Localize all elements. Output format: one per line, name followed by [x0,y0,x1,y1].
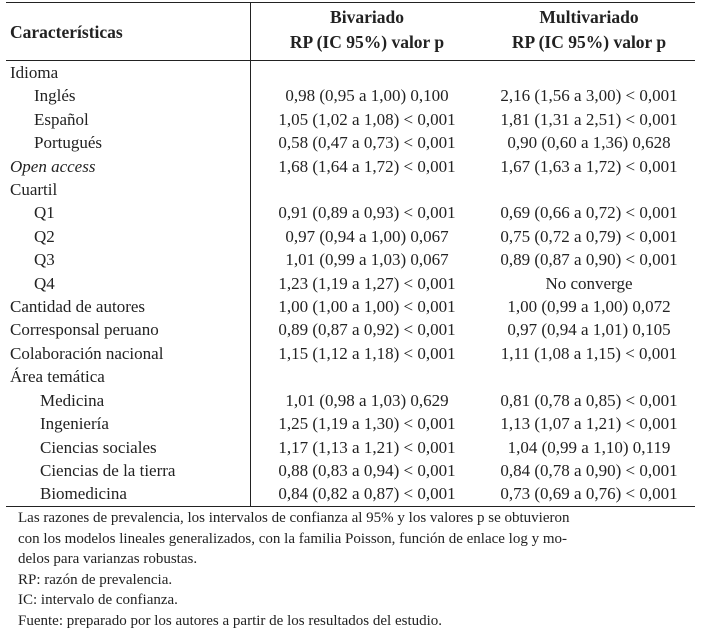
bivariate-value: 1,00 (1,00 a 1,00) < 0,001 [278,297,456,317]
bivariate-value: 1,01 (0,99 a 1,03) 0,067 [285,250,449,270]
multivariate-value: 1,81 (1,31 a 2,51) < 0,001 [500,109,678,129]
multivariate-value [483,365,695,388]
table-row: Q3 1,01 (0,99 a 1,03) 0,067 0,89 (0,87 a 0… [6,248,695,272]
table-row: Inglés 0,98 (0,95 a 1,00) 0,100 2,16 (1,56… [6,84,695,108]
bivariate-value: 1,25 (1,19 a 1,30) < 0,001 [278,414,456,434]
multivariate-value: 1,04 (0,99 a 1,10) 0,119 [507,437,671,457]
note-line-3: delos para varianzas robustas. [18,551,198,568]
table-row: Portugués 0,58 (0,47 a 0,73) < 0,001 0,90 … [6,131,695,155]
bivariate-value: 1,23 (1,19 a 1,27) < 0,001 [278,273,456,293]
bivariate-value: 0,88 (0,83 a 0,94) < 0,001 [278,460,456,480]
row-label: Área temática [6,365,251,389]
row-label: Cantidad de autores [6,295,251,319]
multivariate-value [483,61,695,85]
row-label: Ciencias sociales [6,435,251,459]
multivariate-value: No converge [545,273,633,293]
bivariate-value [251,61,484,85]
row-label: Q2 [6,224,251,249]
table-row: Cantidad de autores 1,00 (1,00 a 1,00) < … [6,295,695,319]
multivariate-value: 0,81 (0,78 a 0,85) < 0,001 [500,390,678,410]
row-label: Q1 [6,201,251,225]
table-row: Ciencias de la tierra 0,88 (0,83 a 0,94) … [6,458,695,483]
table-row: Biomedicina 0,84 (0,82 a 0,87) < 0,001 0,7… [6,482,695,507]
row-label: Cuartil [6,178,251,202]
table-row: Medicina 1,01 (0,98 a 1,03) 0,629 0,81 (0,… [6,388,695,413]
table-row: Q4 1,23 (1,19 a 1,27) < 0,001 No converge [6,271,695,296]
bivariate-value: 1,01 (0,98 a 1,03) 0,629 [285,390,449,410]
note-line-2: con los modelos lineales generalizados, … [18,530,568,547]
multivariate-value: 0,89 (0,87 a 0,90) < 0,001 [500,250,678,270]
row-label: Ciencias de la tierra [6,458,251,483]
multivariate-value: 0,69 (0,66 a 0,72) < 0,001 [500,203,678,223]
multivariate-value: 0,90 (0,60 a 1,36) 0,628 [507,133,671,153]
multivariate-value: 1,11 (1,08 a 1,15) < 0,001 [500,343,678,363]
table-row: Q2 0,97 (0,94 a 1,00) 0,067 0,75 (0,72 a 0… [6,224,695,249]
bivariate-value: 0,84 (0,82 a 0,87) < 0,001 [278,484,456,504]
header-row-2: RP (IC 95%) valor p RP (IC 95%) valor p [6,30,695,61]
multivariate-value: 0,84 (0,78 a 0,90) < 0,001 [500,460,678,480]
multivariate-value [483,178,695,201]
table-row: Open access 1,68 (1,64 a 1,72) < 0,001 1,6… [6,154,695,179]
table-row: Cuartil [6,178,695,202]
row-label: Biomedicina [6,482,251,507]
row-label: Open access [6,154,251,179]
row-label: Medicina [6,388,251,413]
bivariate-value: 1,15 (1,12 a 1,18) < 0,001 [278,343,456,363]
table-row: Q1 0,91 (0,89 a 0,93) < 0,001 0,69 (0,66 a… [6,201,695,225]
header-bivariate-title: Bivariado [330,7,404,27]
table-body: Idioma Inglés 0,98 (0,95 a 1,00) 0,100 2,16… [6,60,695,507]
multivariate-value: 1,00 (0,99 a 1,00) 0,072 [507,297,671,317]
table-row: Idioma [6,60,695,85]
table-row: Español 1,05 (1,02 a 1,08) < 0,001 1,81 (1… [6,107,695,132]
row-label: Q4 [6,271,251,296]
note-source: Fuente: preparado por los autores a part… [18,612,443,629]
row-label: Español [6,107,251,132]
table-header: Características Bivariado Multivariado R… [6,2,695,61]
results-table: Características Bivariado Multivariado R… [6,2,695,507]
header-multivariate-sub: RP (IC 95%) valor p [511,32,667,52]
table-row: Colaboración nacional 1,15 (1,12 a 1,18) … [6,341,695,366]
table-row: Área temática [6,365,695,389]
row-label: Inglés [6,84,251,108]
header-row-1: Características Bivariado Multivariado [6,2,695,61]
row-label: Ingeniería [6,412,251,436]
note-rp: RP: razón de prevalencia. [18,571,173,588]
multivariate-value: 0,73 (0,69 a 0,76) < 0,001 [500,484,678,504]
header-multivariate-title: Multivariado [539,7,639,27]
table-row: Ingeniería 1,25 (1,19 a 1,30) < 0,001 1,13… [6,412,695,436]
row-label: Corresponsal peruano [6,318,251,342]
bivariate-value [251,365,484,388]
bivariate-value: 0,58 (0,47 a 0,73) < 0,001 [278,133,456,153]
bivariate-value: 1,05 (1,02 a 1,08) < 0,001 [278,109,456,129]
bivariate-value: 1,17 (1,13 a 1,21) < 0,001 [278,437,456,457]
multivariate-value: 2,16 (1,56 a 3,00) < 0,001 [500,86,678,106]
header-bivariate-sub: RP (IC 95%) valor p [289,32,445,52]
bivariate-value: 0,91 (0,89 a 0,93) < 0,001 [278,203,456,223]
bivariate-value: 0,89 (0,87 a 0,92) < 0,001 [278,320,456,340]
row-label: Idioma [6,60,251,85]
multivariate-value: 0,97 (0,94 a 1,01) 0,105 [507,320,671,340]
note-line-1: Las razones de prevalencia, los interval… [18,510,570,526]
row-label: Q3 [6,248,251,272]
row-label: Colaboración nacional [6,341,251,366]
bivariate-value: 1,68 (1,64 a 1,72) < 0,001 [278,156,456,176]
header-characteristics: Características [6,2,251,61]
table-row: Ciencias sociales 1,17 (1,13 a 1,21) < 0,… [6,435,695,459]
row-label: Portugués [6,131,251,155]
bivariate-value: 0,98 (0,95 a 1,00) 0,100 [285,86,449,106]
bivariate-value [251,178,484,201]
bivariate-value: 0,97 (0,94 a 1,00) 0,067 [285,226,449,246]
multivariate-value: 1,13 (1,07 a 1,21) < 0,001 [500,414,678,434]
table-notes: Las razones de prevalencia, los interval… [18,508,698,632]
multivariate-value: 1,67 (1,63 a 1,72) < 0,001 [500,156,678,176]
multivariate-value: 0,75 (0,72 a 0,79) < 0,001 [500,226,678,246]
table-row: Corresponsal peruano 0,89 (0,87 a 0,92) <… [6,318,695,342]
note-ic: IC: intervalo de confianza. [18,592,178,609]
